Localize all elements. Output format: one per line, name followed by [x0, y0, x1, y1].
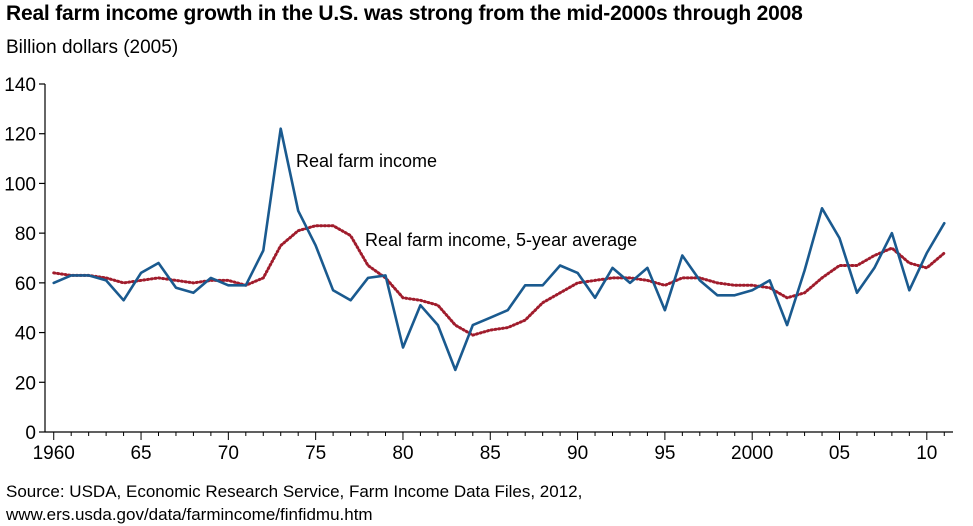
chart-axes: 0 20 40 60 80 100 120 140 1960 65 70 75 80 85 90 95 2000… — [4, 75, 953, 464]
source-line-2: www.ers.usda.gov/data/farmincome/finfidm… — [6, 505, 373, 524]
source-line-1: Source: USDA, Economic Research Service,… — [6, 482, 583, 501]
real-farm-income-label: Real farm income — [296, 151, 437, 171]
x-tick-label: 2000 — [731, 443, 773, 464]
x-tick-label: 10 — [916, 443, 937, 464]
chart-subtitle: Billion dollars (2005) — [6, 37, 179, 58]
chart-annotations: Real farm income Real farm income, 5-year… — [296, 151, 637, 250]
y-tick-label: 100 — [4, 174, 36, 195]
y-tick-label: 80 — [15, 224, 36, 245]
x-tick-label: 85 — [480, 443, 501, 464]
y-tick-label: 140 — [4, 75, 36, 96]
y-tick-label: 40 — [15, 324, 36, 345]
x-tick-label: 65 — [130, 443, 151, 464]
y-tick-label: 120 — [4, 125, 36, 146]
source-note: Source: USDA, Economic Research Service,… — [6, 480, 582, 526]
five-year-average-label: Real farm income, 5-year average — [365, 230, 637, 250]
chart-series — [52, 127, 946, 372]
y-tick-label: 60 — [15, 274, 36, 295]
x-tick-label: 80 — [392, 443, 413, 464]
chart-title: Real farm income growth in the U.S. was … — [6, 2, 803, 25]
x-tick-label: 05 — [829, 443, 850, 464]
real-farm-income-line — [52, 127, 946, 372]
x-tick-label: 70 — [218, 443, 239, 464]
x-tick-label: 95 — [654, 443, 675, 464]
y-tick-label: 20 — [15, 373, 36, 394]
x-tick-label: 1960 — [33, 443, 75, 464]
x-tick-label: 75 — [305, 443, 326, 464]
x-tick-label: 90 — [567, 443, 588, 464]
y-tick-label: 0 — [25, 423, 36, 444]
